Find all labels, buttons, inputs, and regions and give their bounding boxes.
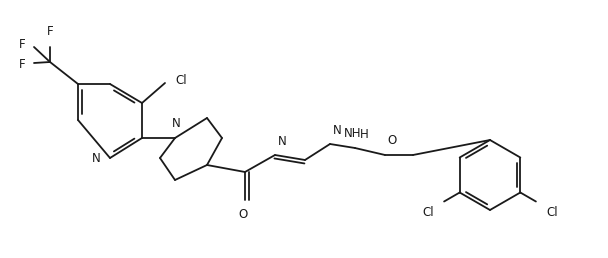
Text: NH: NH xyxy=(344,127,362,140)
Text: O: O xyxy=(238,208,247,221)
Text: Cl: Cl xyxy=(423,206,434,220)
Text: F: F xyxy=(18,59,25,71)
Text: F: F xyxy=(18,38,25,52)
Text: N: N xyxy=(333,124,342,137)
Text: N: N xyxy=(171,117,181,130)
Text: H: H xyxy=(360,128,368,141)
Text: O: O xyxy=(387,134,396,147)
Text: N: N xyxy=(92,152,101,165)
Text: Cl: Cl xyxy=(546,206,558,220)
Text: N: N xyxy=(278,135,287,148)
Text: F: F xyxy=(47,25,54,38)
Text: Cl: Cl xyxy=(175,74,187,86)
